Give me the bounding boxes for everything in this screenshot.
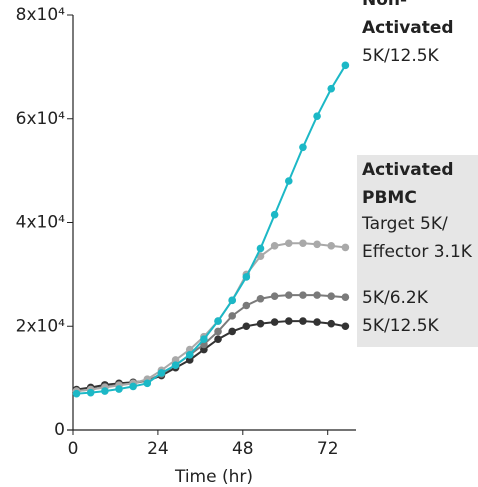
data-point (327, 84, 336, 93)
data-point (299, 291, 307, 299)
data-point (228, 296, 236, 305)
data-point (341, 243, 350, 252)
data-point (242, 273, 251, 281)
data-point (270, 210, 279, 219)
data-point (341, 61, 350, 70)
y-tick-label: 0 (54, 420, 65, 440)
group-label: Activated PBMC (362, 160, 454, 208)
series-label: 5K/6.2K (362, 288, 428, 308)
data-point (72, 389, 81, 398)
data-point (313, 318, 321, 326)
group-box (357, 155, 478, 347)
data-point (228, 327, 236, 336)
data-point (143, 379, 152, 388)
data-point (313, 240, 321, 249)
data-point (341, 293, 350, 302)
data-point (228, 312, 236, 320)
data-point (270, 318, 279, 326)
data-point (115, 385, 123, 393)
y-tick-label: 4x10⁴ (16, 213, 66, 233)
x-tick-label: 24 (147, 439, 169, 459)
data-point (214, 327, 222, 336)
data-point (327, 319, 336, 328)
data-point (284, 317, 293, 325)
data-point (284, 239, 293, 248)
data-point (313, 291, 321, 299)
data-point (214, 317, 222, 325)
x-tick-label: 48 (232, 439, 254, 459)
y-tick-label: 8x10⁴ (16, 5, 66, 25)
data-point (214, 335, 222, 344)
y-tick-label: 6x10⁴ (16, 109, 66, 129)
group-label: Non-Activated (362, 0, 454, 38)
data-point (270, 292, 279, 300)
data-point (327, 242, 336, 250)
y-tick-label: 2x10⁴ (16, 316, 66, 336)
data-point (86, 388, 95, 397)
x-tick-label: 72 (317, 439, 339, 459)
x-axis-label: Time (hr) (174, 467, 253, 487)
data-point (101, 387, 109, 395)
data-point (256, 294, 265, 303)
data-point (242, 322, 251, 331)
data-point (129, 382, 137, 391)
data-point (200, 335, 208, 344)
data-point (270, 242, 279, 250)
data-point (256, 319, 265, 328)
series-label: 5K/12.5K (362, 46, 439, 66)
data-point (157, 369, 166, 377)
data-point (284, 177, 293, 185)
data-point (299, 317, 307, 325)
data-point (171, 361, 180, 369)
data-point (284, 291, 293, 299)
series-line (76, 242, 346, 393)
data-point (327, 292, 336, 300)
data-point (313, 112, 321, 120)
series-label: Target 5K/ Effector 3.1K (362, 214, 472, 262)
data-point (299, 239, 307, 248)
data-point (299, 143, 307, 152)
series-label: 5K/12.5K (362, 316, 439, 336)
data-point (256, 244, 265, 253)
x-tick-label: 0 (68, 439, 79, 459)
data-point (185, 350, 194, 359)
data-point (242, 301, 251, 310)
data-point (341, 322, 350, 331)
series-line (76, 294, 346, 393)
